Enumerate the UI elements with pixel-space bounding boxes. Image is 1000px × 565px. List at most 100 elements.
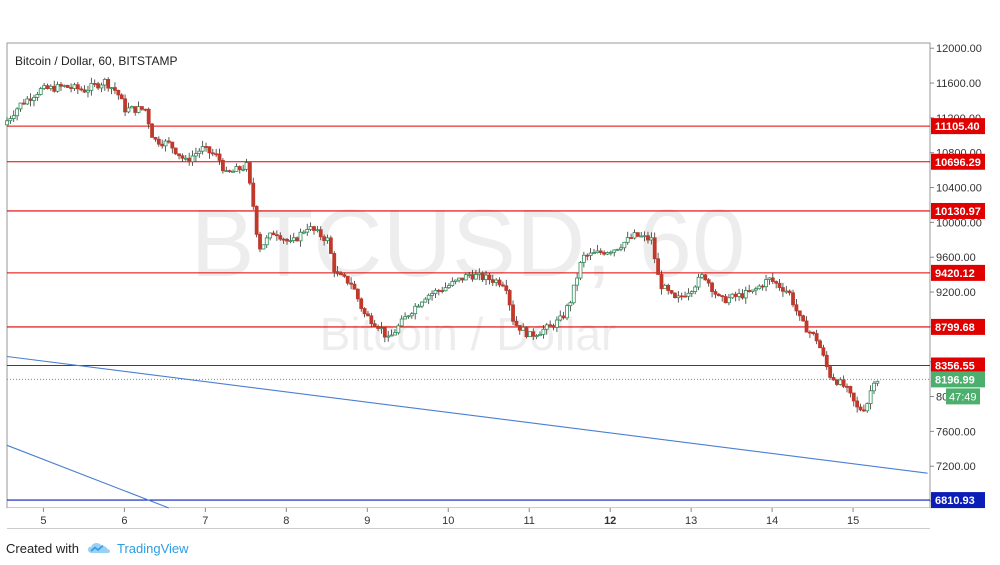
candle [11,110,16,123]
candle [126,102,131,114]
candle-body [231,170,235,173]
candle [146,107,151,129]
candle-body [588,252,593,256]
candle [274,230,279,241]
trendline [6,355,928,474]
candle-body [818,340,822,349]
candle [818,339,822,349]
candle-body [662,284,667,290]
candle-body [828,366,833,378]
candle [55,81,60,93]
candle-body [791,292,795,306]
candle-body [568,302,573,307]
candle-body [362,308,367,315]
candle-body [278,235,283,240]
candle-body [635,232,640,237]
candle-body [710,282,714,292]
candle [207,146,212,159]
candle-body [102,79,107,86]
candle [588,247,593,261]
candle [396,323,401,335]
candle-body [86,89,90,93]
candle [251,177,256,210]
candle [349,277,354,290]
level-price-tag [931,492,985,509]
candle-body [747,290,752,292]
candle [278,232,283,241]
candle-body [470,274,475,280]
level-price-tag [931,202,985,219]
candle-body [629,237,634,239]
candle-body [35,94,40,98]
candle-body [413,305,418,315]
candle-body [875,380,880,384]
candle [797,310,802,321]
candle [173,147,178,155]
candle-body [366,313,370,317]
candle-body [706,279,711,284]
candle [821,344,826,357]
candle-body [615,248,620,251]
candle [163,138,168,152]
candle-body [649,237,654,241]
candle [369,312,374,327]
candle-body [113,87,117,91]
candle [18,102,23,112]
candle [362,307,367,318]
candle [79,86,84,92]
candle-body [406,315,411,318]
candle [716,292,721,297]
candle-body [571,284,576,304]
candle [403,312,407,320]
candle-body [834,379,839,385]
candle [210,148,215,157]
candle-body [237,166,242,170]
candle-body [673,292,677,299]
countdown-label: 47:49 [949,391,977,403]
candle-body [281,238,286,241]
candle-body [62,84,67,87]
candle-body [669,290,674,294]
candle-body [622,241,627,249]
candle-body [716,293,721,297]
candle-body [730,293,735,299]
candle [625,231,630,245]
candle [312,225,316,235]
candle-body [565,305,569,319]
candle-body [514,320,519,326]
candle-body [180,155,185,159]
x-tick-label: 5 [40,515,46,527]
candle [393,328,397,336]
candle-body [372,323,377,327]
current-price-label: 8196.99 [935,374,975,386]
candle-body [190,155,195,163]
candle-body [8,118,13,122]
candle-body [298,231,303,242]
candle-body [443,287,448,292]
candle-body [440,290,445,292]
candle-body [11,115,16,119]
level-price-label: 10696.29 [935,157,981,169]
candle [123,94,127,117]
candle-body [696,276,701,288]
candle [119,93,124,100]
candle [366,310,370,317]
level-price-label: 11105.40 [935,121,980,133]
candle [231,169,235,173]
candle-body [578,262,583,279]
footer-brand[interactable]: TradingView [116,540,189,556]
candle-body [163,140,168,147]
candle [156,136,161,147]
candle-body [453,279,458,282]
candle-body [160,143,165,147]
candle [32,94,36,107]
candle [264,235,269,249]
candle-body [194,153,198,157]
candle-body [21,102,26,105]
candle-body [224,170,229,173]
candle-body [342,274,347,277]
candle-body [689,291,694,294]
candle-body [69,87,73,89]
candle-body [683,295,687,298]
candle-body [612,249,617,253]
